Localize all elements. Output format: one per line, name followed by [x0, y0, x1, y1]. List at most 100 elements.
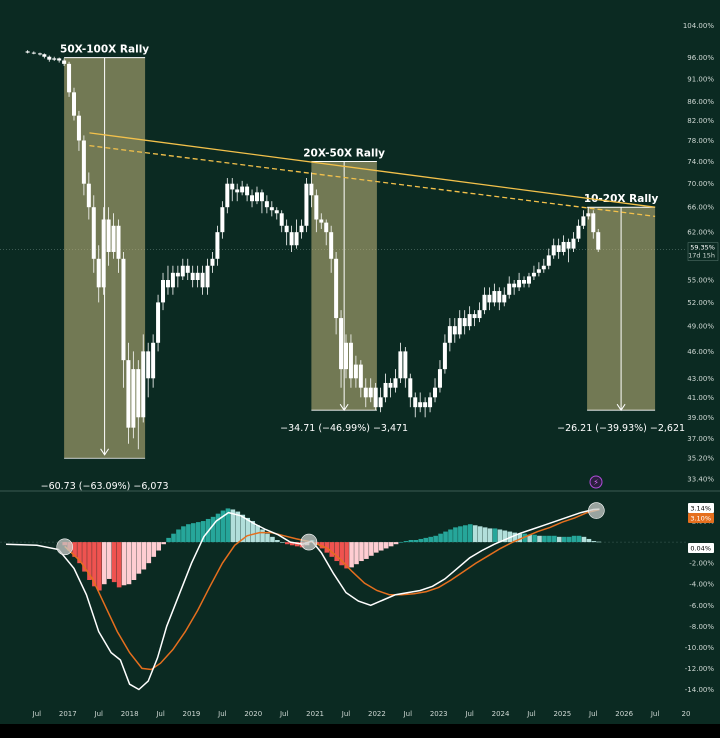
trendline-solid[interactable] [89, 132, 656, 208]
macd-histogram-bar [463, 525, 468, 543]
candle-body [561, 241, 566, 252]
macd-histogram-bar [398, 542, 404, 543]
candle-body [230, 183, 235, 190]
candle-body [571, 238, 576, 249]
macd-histogram-bar [250, 521, 255, 543]
macd-axis-tick: -10.00% [685, 644, 715, 652]
candle-body [383, 382, 388, 398]
candle-body [195, 272, 200, 281]
price-panel[interactable]: 50X-100X Rally −60.73 (−63.09%) −6,073 20X… [0, 44, 686, 493]
macd-histogram-bar [166, 537, 171, 543]
macd-histogram-bar [121, 542, 127, 586]
candle-body [492, 291, 497, 303]
macd-histogram-bar [215, 513, 221, 543]
candle-body [141, 351, 146, 418]
macd-histogram-bar [191, 523, 196, 543]
lightning-icon: ⚡ [593, 478, 599, 487]
candle-body [556, 245, 561, 252]
candle-body [259, 192, 264, 202]
macd-histogram-bar [136, 542, 142, 574]
candle-body [334, 258, 339, 319]
candle-body [403, 351, 408, 379]
macd-histogram-bar [502, 530, 508, 543]
macd-histogram-bar [284, 542, 290, 545]
time-axis-tick: Jul [588, 710, 598, 718]
macd-histogram-bar [596, 541, 602, 543]
macd-value-label: 3.14% [690, 505, 711, 513]
macd-axis-tick: -4.00% [689, 581, 714, 589]
price-axis-tick: 46.00% [687, 348, 714, 356]
crossover-marker[interactable] [56, 538, 74, 556]
macd-histogram-bar [443, 531, 448, 543]
candle-body [319, 219, 324, 223]
macd-histogram-bar [260, 529, 265, 543]
candle-body [136, 369, 141, 418]
crossover-marker[interactable] [588, 502, 605, 519]
candle-body [205, 265, 210, 288]
candle-body [348, 342, 353, 379]
price-axis-tick: 37.00% [687, 435, 714, 443]
macd-histogram-bar [393, 542, 399, 545]
candle-body [442, 342, 447, 370]
macd-histogram-bar [591, 541, 597, 543]
candle-body [437, 369, 442, 388]
candle-body [200, 272, 205, 288]
price-axis-tick: 86.00% [687, 98, 714, 106]
macd-histogram-bar [364, 542, 369, 559]
candle-body [31, 52, 36, 54]
candle-body [52, 58, 57, 60]
drop-arrow-head-1 [100, 448, 110, 456]
candle-body [57, 58, 62, 61]
candle-body [165, 280, 170, 288]
macd-histogram-bar [512, 532, 518, 543]
macd-histogram-bar [492, 528, 498, 543]
candle-body [314, 195, 319, 220]
candle-body [279, 213, 284, 226]
candle-body [541, 265, 546, 270]
macd-histogram-bar [97, 542, 102, 591]
macd-histogram-bar [220, 510, 226, 543]
candle-body [170, 272, 175, 288]
candle-body [418, 402, 423, 408]
macd-histogram-bar [433, 535, 438, 543]
macd-histogram-bar [472, 525, 478, 543]
crossover-marker[interactable] [300, 533, 318, 551]
macd-panel[interactable] [0, 502, 686, 691]
macd-value-label: 0.04% [690, 545, 711, 553]
time-axis-tick: 2022 [368, 710, 386, 718]
macd-histogram-bar [418, 538, 424, 543]
macd-histogram-bar [171, 533, 176, 543]
drop-label-3: −26.21 (−39.93%) −2,621 [557, 423, 685, 434]
macd-histogram-bar [106, 542, 112, 579]
macd-histogram-bar [77, 542, 82, 564]
current-price-countdown: 17d 15h [688, 252, 715, 260]
time-axis-tick: 2019 [183, 710, 201, 718]
candle-body [38, 53, 42, 55]
macd-histogram-bar [146, 542, 152, 564]
candle-body [151, 342, 156, 379]
candle-body [457, 318, 462, 335]
macd-histogram-bar [72, 542, 77, 557]
macd-axis-tick: -8.00% [689, 623, 714, 631]
candle-body [353, 364, 358, 379]
bottom-strip [0, 724, 720, 738]
macd-histogram-bar [289, 542, 295, 546]
candle-body [507, 283, 512, 295]
macd-histogram-bar [126, 542, 132, 585]
price-axis-tick: 70.00% [687, 180, 714, 188]
alert-icon[interactable] [589, 475, 603, 489]
candle-body [497, 291, 502, 303]
trendline-dashed[interactable] [89, 144, 656, 218]
macd-histogram-bar [408, 540, 414, 543]
candle-body [47, 56, 52, 60]
macd-histogram-bar [388, 542, 394, 547]
macd-histogram-bar [294, 542, 300, 547]
macd-histogram-bar [344, 542, 349, 569]
candle-body [304, 183, 309, 226]
candle-body [472, 314, 477, 319]
drop-arrow-head-3 [616, 403, 626, 412]
candle-body [250, 195, 255, 202]
price-axis-tick: 66.00% [687, 204, 714, 212]
candle-body [67, 63, 72, 93]
